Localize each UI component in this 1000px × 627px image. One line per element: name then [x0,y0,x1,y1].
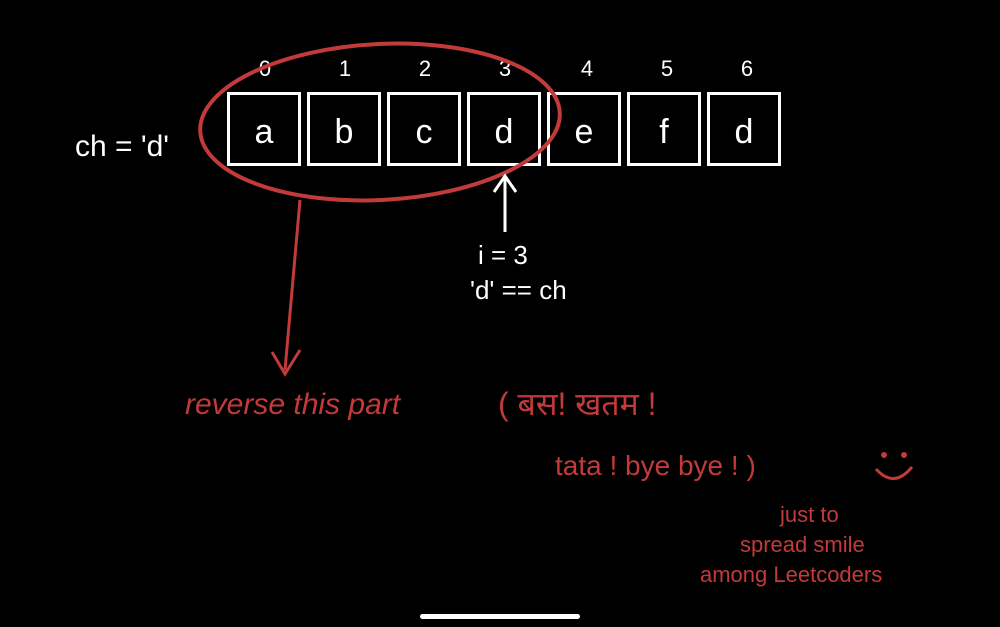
hindi-text: ( बस! खतम ! [498,382,657,425]
smiley-icon [870,445,930,495]
smile-line-2: spread smile [740,532,865,558]
reverse-text: reverse this part [185,388,400,422]
tata-text: tata ! bye bye ! ) [555,450,756,482]
smile-line-3: among Leetcoders [700,562,882,588]
home-indicator [420,614,580,619]
smile-line-1: just to [780,502,839,528]
diagram-canvas: ch = 'd' 0 1 2 3 4 5 6 a b c d e f d i =… [0,0,1000,627]
